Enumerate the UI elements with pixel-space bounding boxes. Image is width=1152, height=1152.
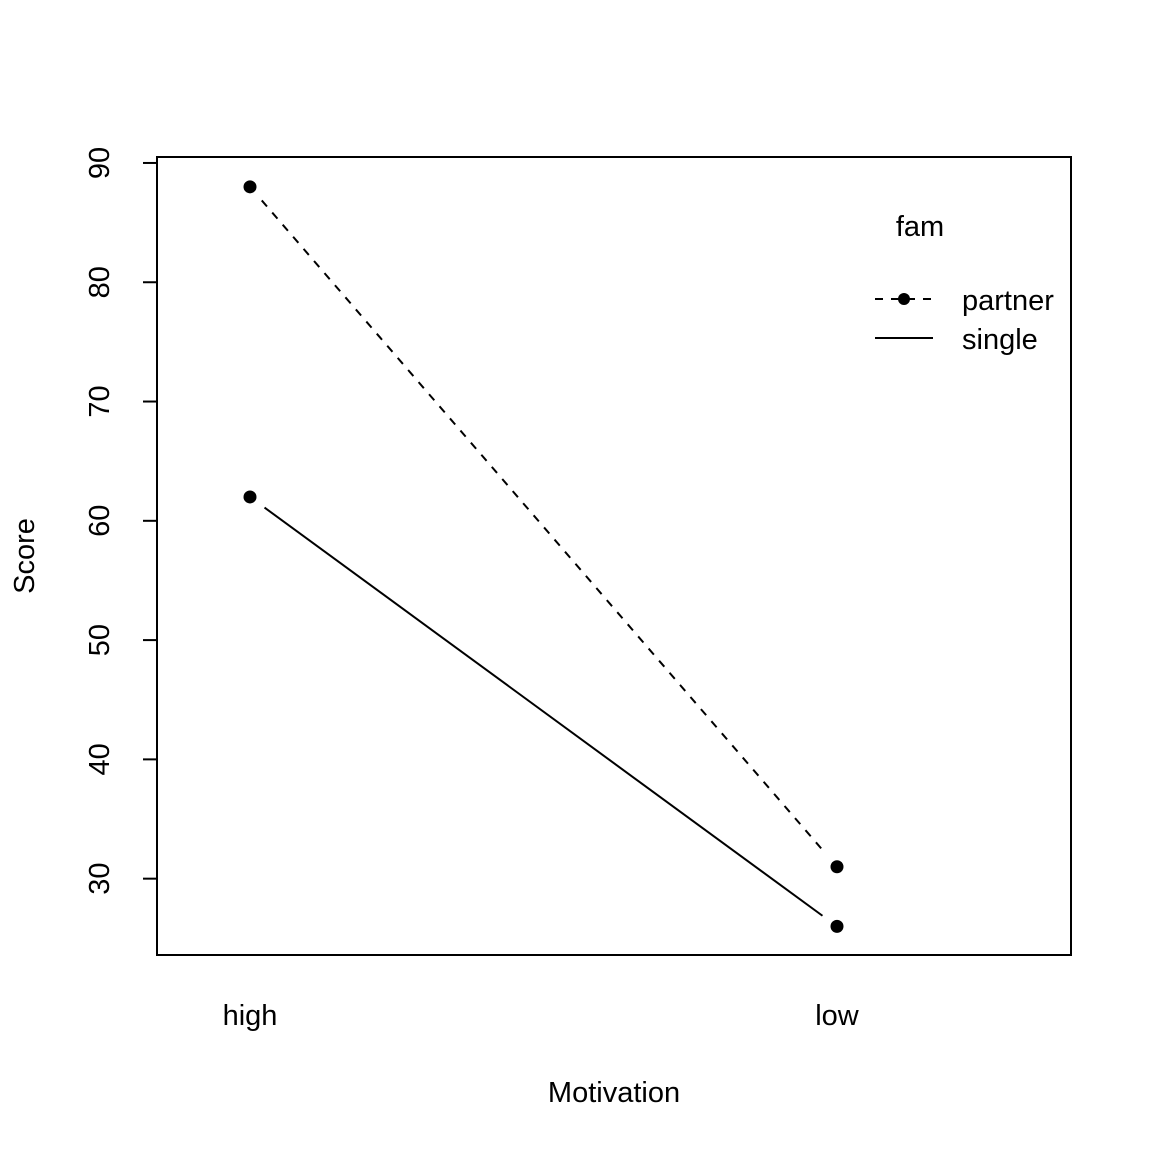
y-tick-label: 40: [84, 743, 116, 775]
data-point-single: [830, 919, 844, 933]
legend-marker-partner: [898, 293, 910, 305]
y-axis-label: Score: [9, 518, 41, 594]
data-point-partner: [243, 180, 257, 194]
x-axis-label: Motivation: [548, 1077, 680, 1109]
x-axis: high low: [223, 1000, 860, 1032]
y-tick-label: 50: [84, 624, 116, 656]
series-line-partner: [261, 199, 826, 854]
legend-title: fam: [896, 211, 944, 243]
legend-label-single: single: [962, 324, 1038, 356]
y-tick-label: 30: [84, 863, 116, 895]
x-tick-label: high: [223, 1000, 278, 1032]
data-point-single: [243, 490, 257, 504]
legend: fam partner single: [875, 211, 1054, 356]
y-tick-label: 70: [84, 385, 116, 417]
y-tick-label: 60: [84, 505, 116, 537]
series-partner: [243, 180, 844, 874]
y-axis: 30 40 50 60 70 80 90: [84, 147, 158, 895]
series-single: [243, 490, 844, 933]
legend-label-partner: partner: [962, 285, 1054, 317]
y-tick-label: 80: [84, 266, 116, 298]
y-tick-label: 90: [84, 147, 116, 179]
series-group: [243, 180, 844, 933]
data-point-partner: [830, 860, 844, 874]
x-tick-label: low: [815, 1000, 860, 1032]
series-line-single: [263, 506, 824, 917]
plot-frame: [156, 156, 1072, 956]
